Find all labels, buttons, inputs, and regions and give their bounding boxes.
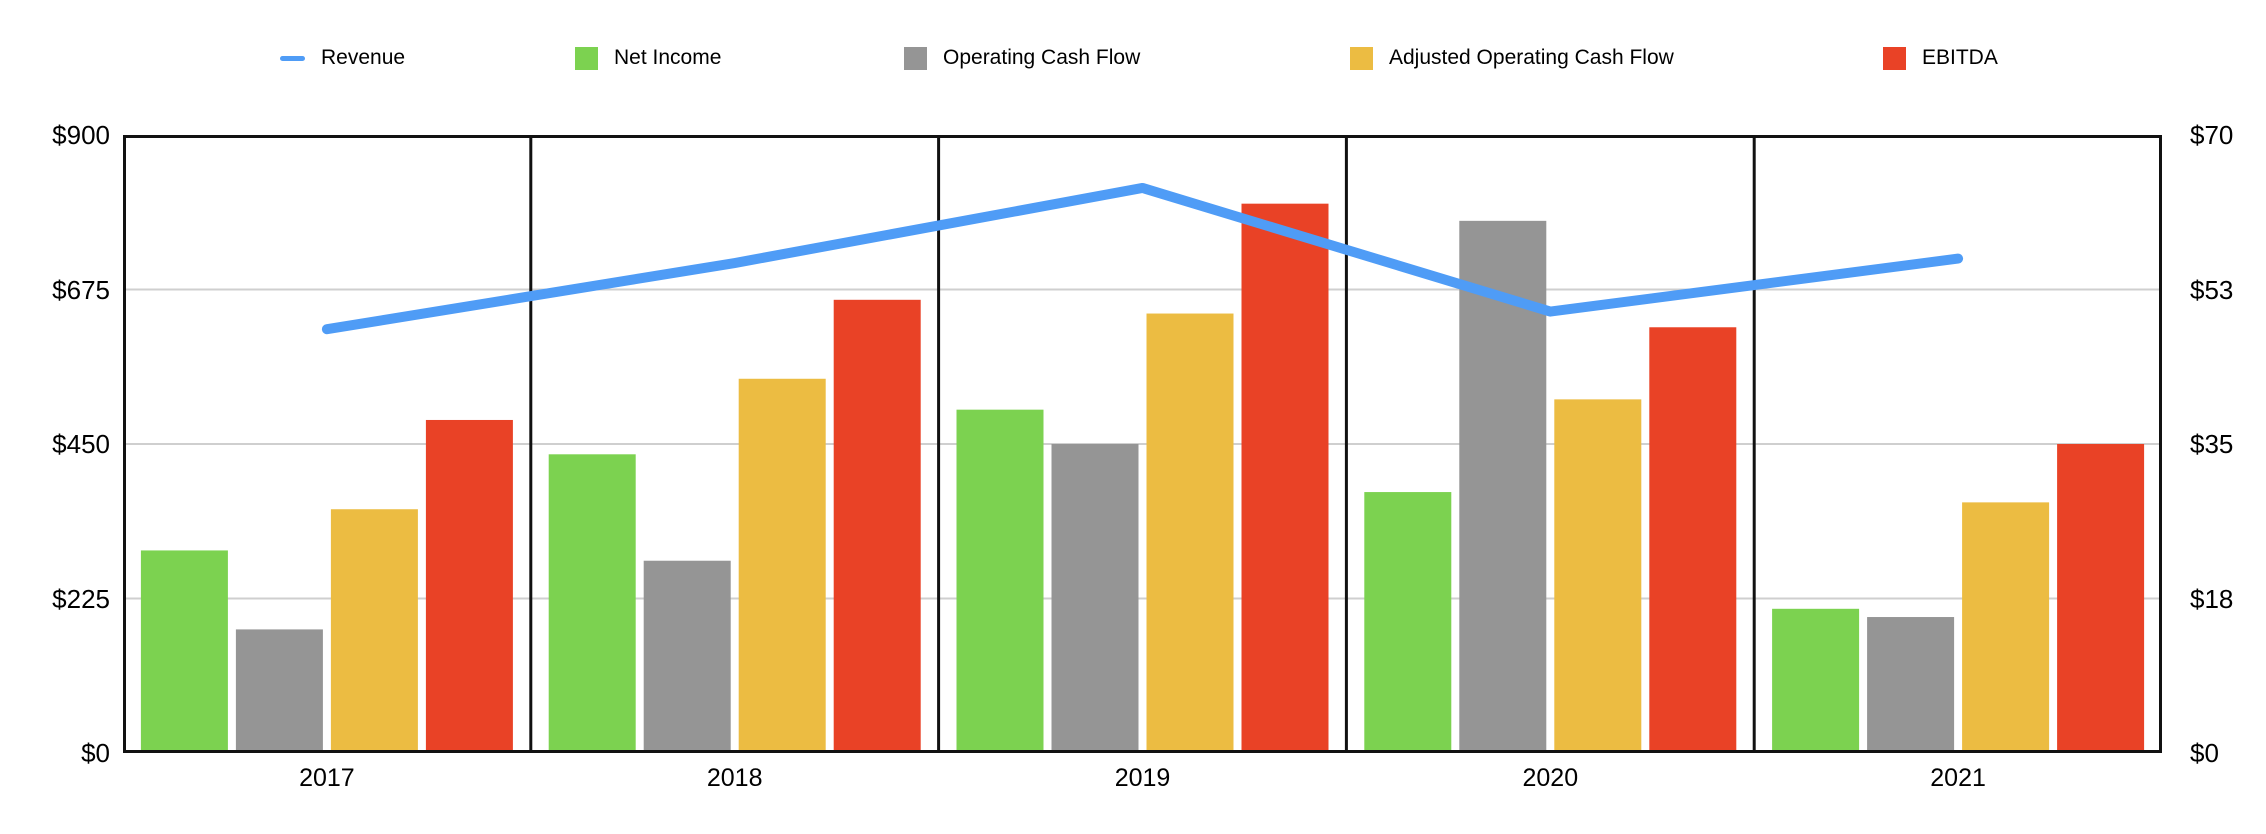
x-axis-label-2017: 2017 bbox=[299, 764, 355, 792]
bar-operating-cash-flow-2019 bbox=[1051, 444, 1139, 753]
bar-operating-cash-flow-2018 bbox=[643, 560, 731, 753]
bar-ebitda-2017 bbox=[425, 419, 513, 753]
right-axis-tick-label: $53 bbox=[2190, 274, 2234, 305]
bar-net-income-2017 bbox=[140, 550, 228, 753]
x-axis-label-2021: 2021 bbox=[1930, 764, 1986, 792]
legend-label-operating-cash-flow: Operating Cash Flow bbox=[943, 46, 1141, 69]
legend-item-adjusted-operating-cash-flow: Adjusted Operating Cash Flow bbox=[1350, 40, 1674, 76]
x-axis-label-2019: 2019 bbox=[1114, 764, 1171, 792]
bar-operating-cash-flow-2021 bbox=[1867, 617, 1955, 753]
left-axis-tick-label: $900 bbox=[52, 120, 110, 150]
right-axis-tick-label: $18 bbox=[2190, 583, 2234, 614]
legend-item-revenue: Revenue bbox=[280, 40, 405, 76]
bar-net-income-2019 bbox=[956, 409, 1044, 753]
bar-ebitda-2020 bbox=[1649, 327, 1737, 753]
bar-adjusted-operating-cash-flow-2020 bbox=[1554, 399, 1642, 753]
legend-marker-square-icon bbox=[904, 46, 927, 70]
legend-marker-square-icon bbox=[1883, 46, 1906, 70]
x-axis-label-2018: 2018 bbox=[706, 764, 763, 792]
legend-label-ebitda: EBITDA bbox=[1922, 46, 1998, 69]
legend-item-ebitda: EBITDA bbox=[1883, 40, 1998, 76]
bar-operating-cash-flow-2017 bbox=[235, 629, 323, 753]
bar-adjusted-operating-cash-flow-2017 bbox=[330, 509, 418, 753]
x-axis-label-2020: 2020 bbox=[1522, 764, 1579, 792]
legend-label-revenue: Revenue bbox=[321, 46, 406, 69]
legend-item-operating-cash-flow: Operating Cash Flow bbox=[904, 40, 1140, 76]
bar-net-income-2018 bbox=[548, 454, 636, 753]
line-revenue bbox=[321, 182, 1964, 335]
right-axis-tick-label: $0 bbox=[2190, 738, 2219, 768]
left-axis-tick-label: $675 bbox=[52, 274, 110, 305]
legend-marker-line-icon bbox=[280, 55, 305, 61]
bar-adjusted-operating-cash-flow-2018 bbox=[738, 378, 826, 753]
bar-net-income-2021 bbox=[1772, 608, 1860, 753]
bar-ebitda-2019 bbox=[1241, 203, 1329, 753]
right-axis-tick-label: $70 bbox=[2190, 120, 2234, 150]
plot-frame bbox=[123, 135, 2162, 753]
legend-marker-square-icon bbox=[575, 46, 598, 70]
bar-net-income-2020 bbox=[1364, 492, 1452, 753]
left-axis-tick-label: $225 bbox=[52, 583, 110, 614]
bar-ebitda-2018 bbox=[833, 299, 921, 753]
legend-label-adjusted-operating-cash-flow: Adjusted Operating Cash Flow bbox=[1389, 46, 1674, 69]
left-axis-tick-label: $450 bbox=[52, 429, 110, 459]
bar-adjusted-operating-cash-flow-2019 bbox=[1146, 313, 1234, 753]
bar-adjusted-operating-cash-flow-2021 bbox=[1962, 502, 2050, 753]
left-axis-tick-label: $0 bbox=[81, 738, 110, 768]
legend-marker-square-icon bbox=[1350, 46, 1373, 70]
bar-ebitda-2021 bbox=[2057, 444, 2145, 753]
legend-item-net-income: Net Income bbox=[575, 40, 721, 76]
right-axis-tick-label: $35 bbox=[2190, 429, 2234, 459]
legend-label-net-income: Net Income bbox=[614, 46, 722, 69]
chart-legend: Revenue Net Income Operating Cash Flow A… bbox=[0, 0, 2266, 90]
